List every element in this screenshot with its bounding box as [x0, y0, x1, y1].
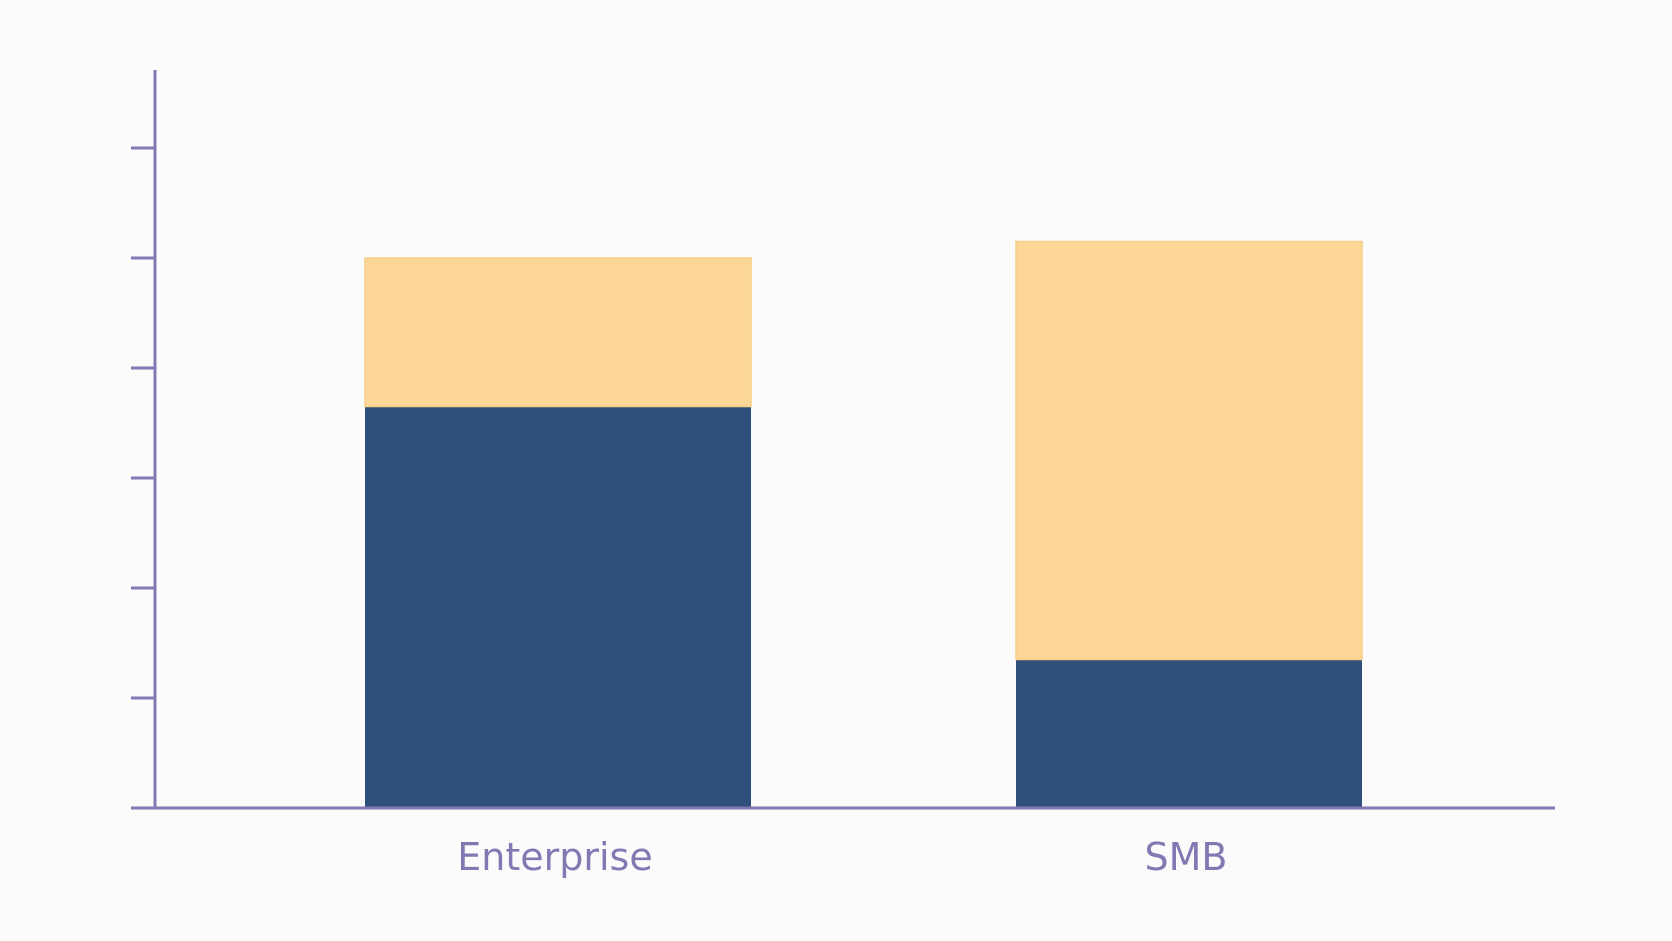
bar-smb-segment-1 — [1016, 659, 1362, 808]
x-tick-label-enterprise: Enterprise — [457, 835, 652, 879]
x-tick-label-smb: SMB — [1145, 835, 1228, 879]
y-ticks-layer — [131, 146, 155, 700]
axes-layer — [131, 70, 1555, 810]
bar-smb-segment-2 — [1015, 240, 1363, 661]
bar-enterprise-segment-2 — [364, 257, 752, 408]
bars-layer — [364, 240, 1363, 808]
x-labels-layer: Enterprise SMB — [457, 835, 1227, 879]
bar-enterprise-segment-1 — [365, 406, 751, 808]
